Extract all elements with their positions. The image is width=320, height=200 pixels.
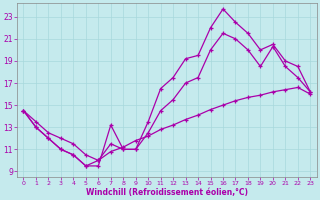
X-axis label: Windchill (Refroidissement éolien,°C): Windchill (Refroidissement éolien,°C) bbox=[86, 188, 248, 197]
